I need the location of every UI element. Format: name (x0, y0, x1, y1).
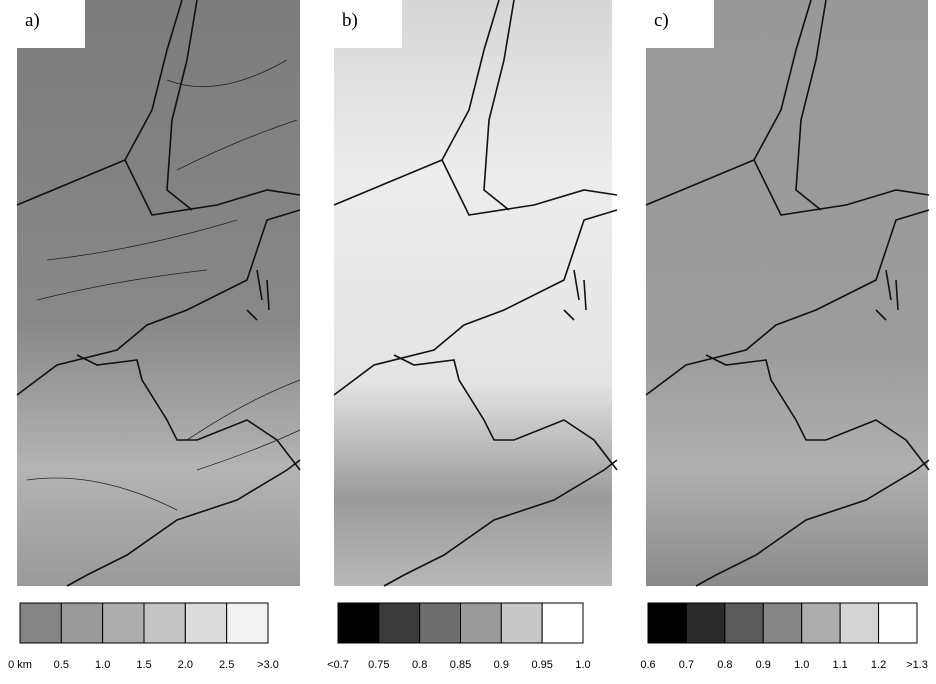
legend-swatch (762, 602, 803, 644)
legend-swatch (541, 602, 584, 644)
legend-label: 0.8 (412, 659, 427, 671)
legend-label: 0.75 (368, 659, 389, 671)
legend-label: >3.0 (257, 659, 279, 671)
legend-label: <0.7 (327, 659, 349, 671)
panel-label-box (646, 0, 714, 48)
legend-label: 2.5 (219, 659, 234, 671)
panel-label: b) (342, 10, 358, 31)
legend-label: 1.0 (575, 659, 590, 671)
legend-swatch (685, 602, 726, 644)
legend-swatch (378, 602, 421, 644)
legend-swatch (724, 602, 764, 644)
legend-label: 0.5 (54, 659, 69, 671)
legend-swatch (143, 602, 186, 644)
legend-swatch (878, 602, 918, 644)
legend-swatch (500, 602, 543, 644)
legend-swatch (647, 602, 687, 644)
legend-label: 0.95 (531, 659, 552, 671)
panel-label-box (334, 0, 402, 48)
legend-label: 1.0 (95, 659, 110, 671)
legend-swatch (19, 602, 62, 644)
legend-label: 0.7 (679, 659, 694, 671)
legend-label: 0.8 (717, 659, 732, 671)
panel-label-box (17, 0, 85, 48)
legend-swatch (801, 602, 841, 644)
panel-b-map (333, 0, 618, 587)
legend-swatch (839, 602, 880, 644)
legend-swatch (226, 602, 269, 644)
legend-label: 1.2 (871, 659, 886, 671)
legend-label: 1.1 (832, 659, 847, 671)
legend-label: >1.3 (906, 659, 928, 671)
legend-label: 2.0 (178, 659, 193, 671)
panel-label: a) (25, 10, 40, 31)
legend-swatch (102, 602, 145, 644)
legend-label: 0 km (8, 659, 32, 671)
panel-a-map (16, 0, 301, 587)
panel-c-map (645, 0, 930, 587)
legend-label: 0.85 (450, 659, 471, 671)
legend-label: 0.6 (640, 659, 655, 671)
legend-label: 0.9 (756, 659, 771, 671)
legend-swatch (460, 602, 502, 644)
legend-label: 1.0 (794, 659, 809, 671)
legend-swatch (419, 602, 461, 644)
legend-label: 1.5 (136, 659, 151, 671)
legend-swatch (337, 602, 380, 644)
legend-label: 0.9 (494, 659, 509, 671)
legend-swatch (60, 602, 104, 644)
panel-label: c) (654, 10, 669, 31)
legend-swatch (184, 602, 228, 644)
